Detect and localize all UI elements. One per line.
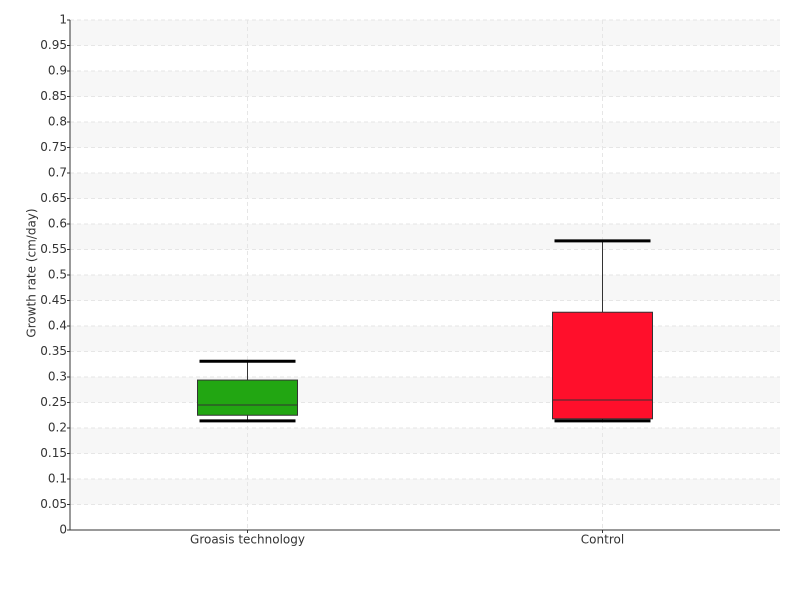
x-tick-label: Groasis technology bbox=[190, 533, 305, 547]
y-tick-label: 0.05 bbox=[40, 497, 67, 511]
grid-band bbox=[70, 275, 780, 301]
grid-band bbox=[70, 479, 780, 505]
y-tick-label: 0.8 bbox=[48, 115, 67, 129]
y-tick-label: 0.85 bbox=[40, 89, 67, 103]
y-tick-label: 0.6 bbox=[48, 217, 67, 231]
grid-band bbox=[70, 122, 780, 148]
grid-band bbox=[70, 377, 780, 403]
grid-band bbox=[70, 224, 780, 250]
grid-band bbox=[70, 326, 780, 352]
y-tick-label: 0.2 bbox=[48, 421, 67, 435]
box bbox=[197, 379, 298, 416]
y-tick-label: 0.9 bbox=[48, 64, 67, 78]
y-axis-label: Growth rate (cm/day) bbox=[25, 208, 39, 337]
y-tick-label: 0.45 bbox=[40, 293, 67, 307]
grid-band bbox=[70, 71, 780, 97]
y-tick-label: 0.1 bbox=[48, 472, 67, 486]
grid-band bbox=[70, 428, 780, 454]
y-tick-label: 0.4 bbox=[48, 319, 67, 333]
y-tick-label: 0.3 bbox=[48, 370, 67, 384]
y-tick-label: 0.35 bbox=[40, 344, 67, 358]
y-tick-label: 1 bbox=[59, 13, 67, 27]
x-tick-label: Control bbox=[581, 533, 624, 547]
y-tick-label: 0.55 bbox=[40, 242, 67, 256]
box bbox=[552, 311, 653, 420]
y-tick-label: 0.25 bbox=[40, 395, 67, 409]
grid-band bbox=[70, 20, 780, 46]
grid-band bbox=[70, 173, 780, 199]
y-tick-label: 0.75 bbox=[40, 140, 67, 154]
y-tick-label: 0.65 bbox=[40, 191, 67, 205]
y-tick-label: 0.95 bbox=[40, 38, 67, 52]
y-tick-label: 0.5 bbox=[48, 268, 67, 282]
y-tick-label: 0 bbox=[59, 523, 67, 537]
y-tick-label: 0.15 bbox=[40, 446, 67, 460]
y-tick-label: 0.7 bbox=[48, 166, 67, 180]
